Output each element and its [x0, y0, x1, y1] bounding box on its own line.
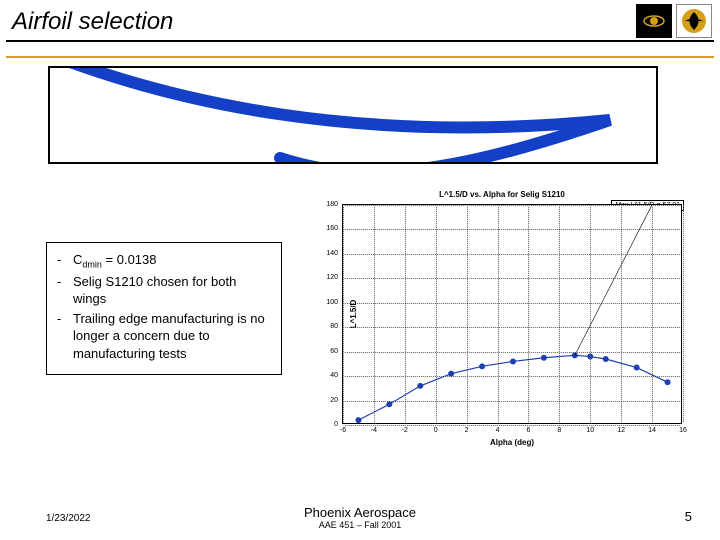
- chart-xlabel: Alpha (deg): [490, 438, 534, 447]
- slide-title: Airfoil selection: [0, 0, 720, 40]
- airfoil-profile-svg: [50, 68, 658, 164]
- notes-box: -Cdmin = 0.0138-Selig S1210 chosen for b…: [46, 242, 282, 375]
- phoenix-logo-icon: [676, 4, 712, 38]
- gold-accent-line: [6, 56, 714, 58]
- chart-region: L^1.5/D vs. Alpha for Selig S1210 Max L^…: [312, 190, 692, 460]
- airfoil-profile-box: [48, 66, 658, 164]
- header-logos: [636, 4, 712, 38]
- footer-date: 1/23/2022: [46, 513, 91, 524]
- notes-item: -Trailing edge manufacturing is no longe…: [57, 310, 271, 363]
- notes-list: -Cdmin = 0.0138-Selig S1210 chosen for b…: [57, 251, 271, 362]
- title-underline: [6, 40, 714, 42]
- notes-item: -Cdmin = 0.0138: [57, 251, 271, 271]
- footer-org: Phoenix Aerospace: [304, 505, 416, 520]
- notes-item: -Selig S1210 chosen for both wings: [57, 273, 271, 308]
- slide-header: Airfoil selection: [0, 0, 720, 48]
- chart-title: L^1.5/D vs. Alpha for Selig S1210: [312, 190, 692, 199]
- footer-course: AAE 451 – Fall 2001: [304, 520, 416, 530]
- slide: Airfoil selection -Cdm: [0, 0, 720, 540]
- footer-page-number: 5: [685, 509, 692, 524]
- chart-plot-area: L^1.5/D Alpha (deg) 02040608010012014016…: [342, 204, 682, 424]
- footer-center: Phoenix Aerospace AAE 451 – Fall 2001: [304, 505, 416, 530]
- aerospace-logo-icon: [636, 4, 672, 38]
- chart-svg: [343, 205, 683, 425]
